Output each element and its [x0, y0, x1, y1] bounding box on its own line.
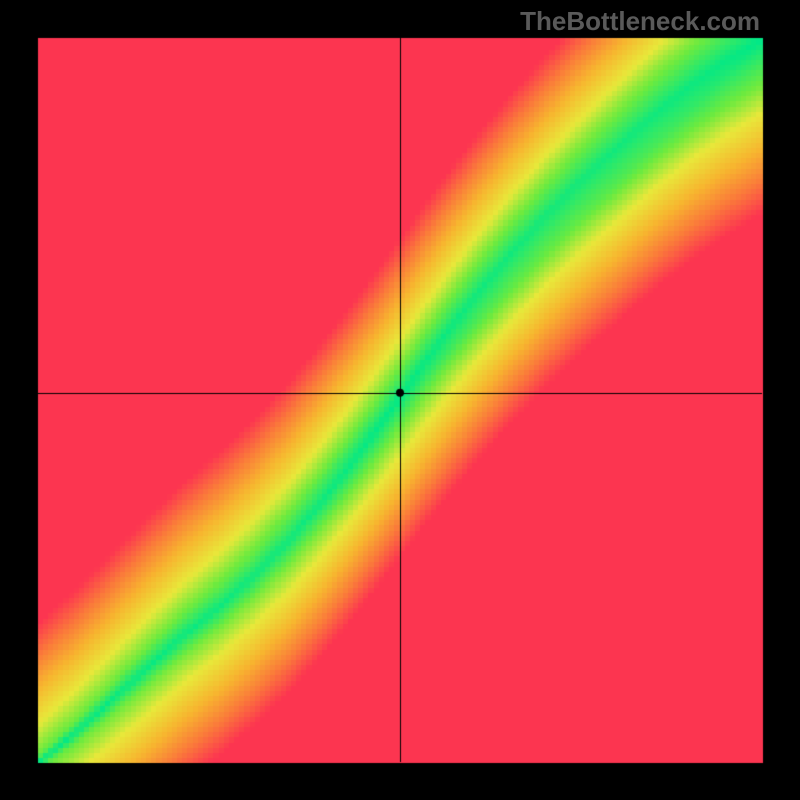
- chart-container: TheBottleneck.com: [0, 0, 800, 800]
- bottleneck-heatmap: [0, 0, 800, 800]
- watermark-text: TheBottleneck.com: [520, 6, 760, 37]
